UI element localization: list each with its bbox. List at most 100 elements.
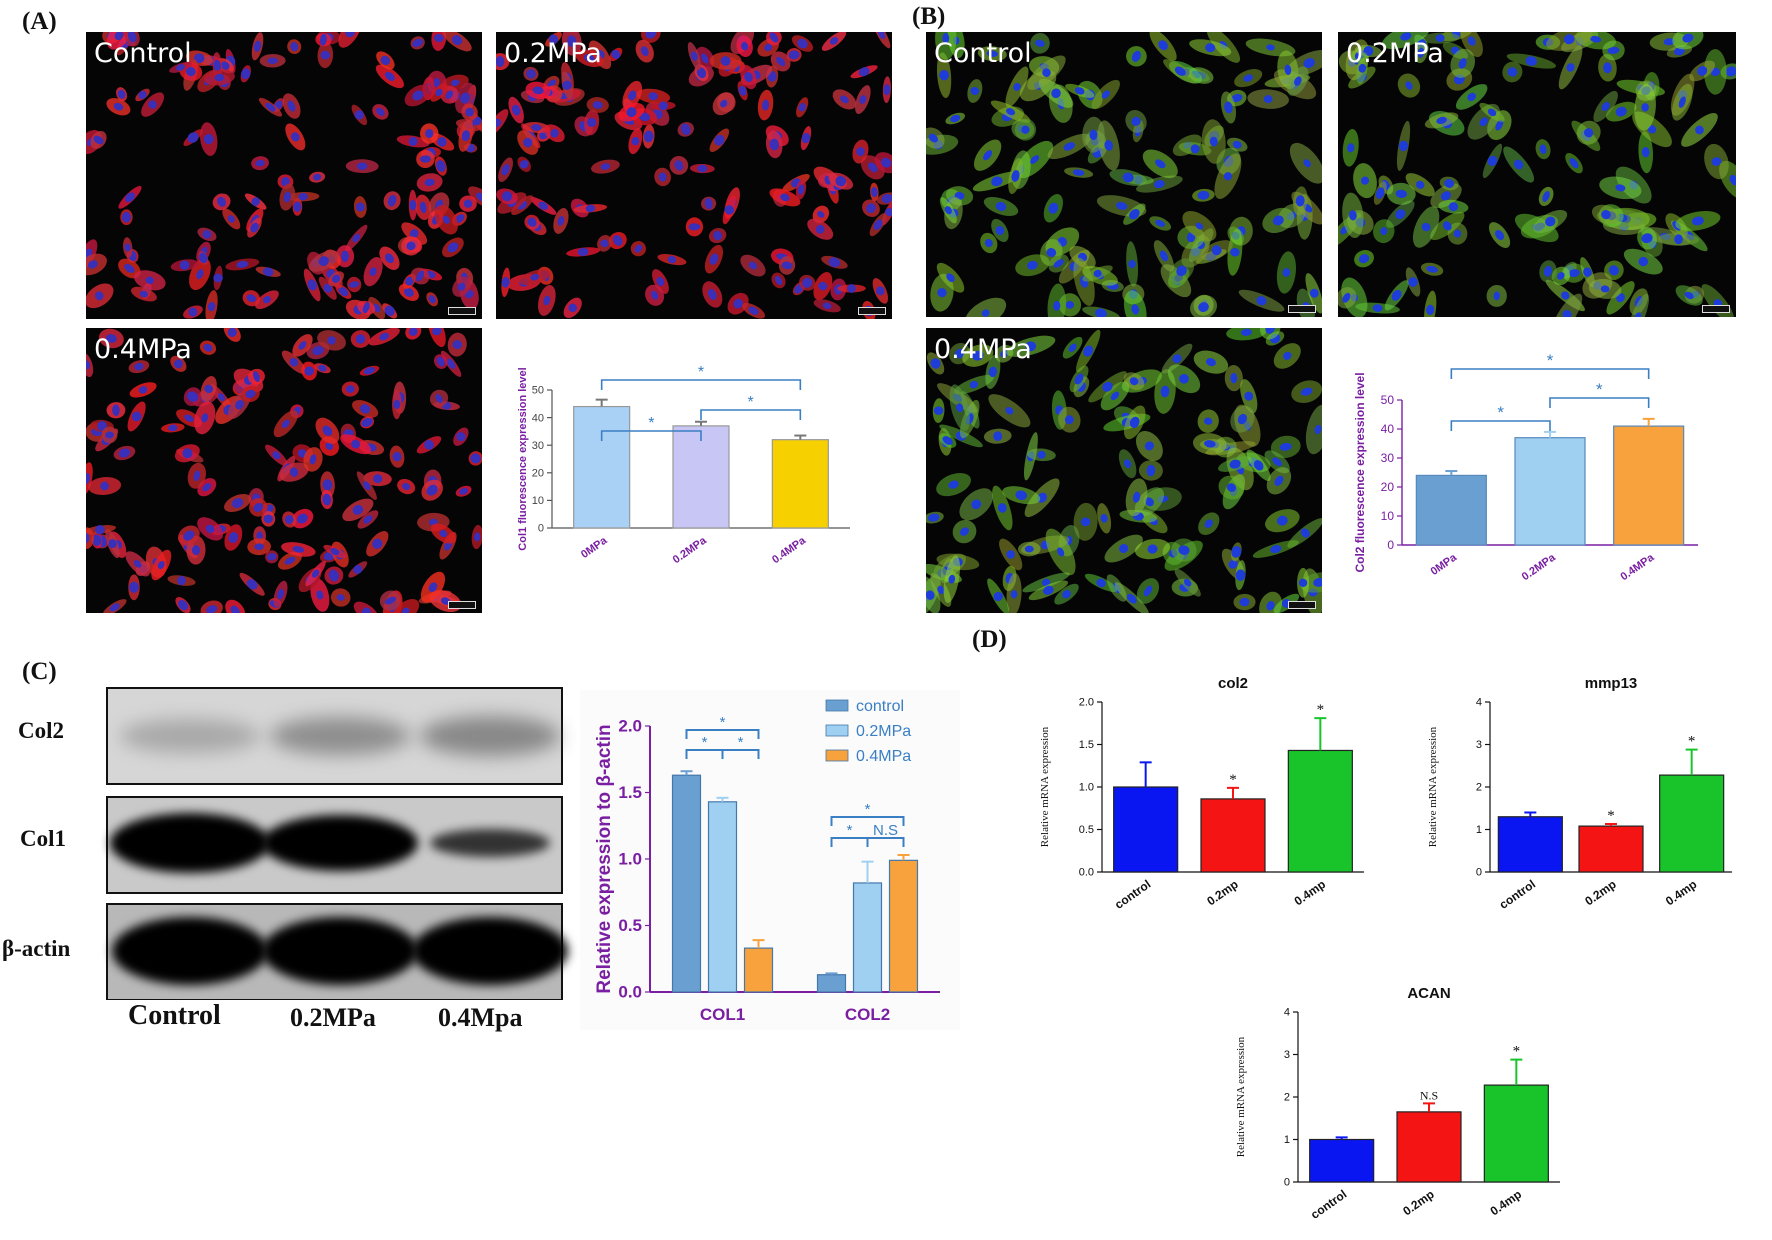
nucleus: [393, 399, 401, 410]
cell: [107, 32, 132, 50]
nucleus: [1131, 304, 1140, 315]
nucleus: [372, 538, 383, 549]
significance-star: *: [847, 822, 853, 839]
nucleus: [1089, 129, 1098, 141]
nucleus: [828, 257, 841, 268]
cell: [936, 52, 952, 99]
nucleus: [1239, 597, 1250, 607]
y-tick-label: 0: [538, 523, 544, 535]
nucleus: [1172, 354, 1182, 364]
cell: [1405, 267, 1421, 297]
nucleus: [658, 172, 667, 182]
nucleus: [993, 431, 1003, 442]
cell: [410, 267, 430, 285]
nucleus: [246, 294, 257, 303]
cell: [429, 389, 449, 408]
cell: [962, 344, 994, 367]
cell: [1486, 284, 1507, 307]
cell: [199, 340, 217, 355]
cell: [1161, 343, 1193, 374]
nucleus: [983, 150, 993, 161]
cell: [657, 254, 687, 266]
cell: [1192, 188, 1215, 202]
cell: [1006, 573, 1022, 613]
nucleus: [281, 419, 290, 429]
nucleus: [1467, 36, 1476, 46]
nucleus: [501, 164, 510, 176]
nucleus: [1495, 230, 1505, 241]
cell: [113, 445, 136, 461]
cell: [1058, 406, 1081, 433]
micrograph-label: Control: [934, 38, 1032, 69]
nucleus: [338, 286, 349, 297]
cell: [279, 183, 296, 211]
cell: [508, 96, 524, 124]
cell: [452, 276, 471, 297]
nucleus: [461, 130, 471, 142]
nucleus: [948, 480, 959, 489]
nucleus: [1083, 345, 1094, 357]
cell: [241, 385, 260, 403]
cell: [813, 299, 841, 313]
nucleus: [870, 186, 878, 198]
nucleus: [404, 287, 414, 297]
cell: [712, 92, 735, 116]
chart-svg: 0 10 20 30 40 50 Col2 fluorescence expression …: [1353, 351, 1698, 583]
nucleus: [626, 107, 637, 118]
cell: [1016, 140, 1054, 179]
micrograph-label: Control: [94, 38, 192, 69]
nucleus: [856, 147, 865, 156]
y-tick-label: 20: [1381, 480, 1395, 494]
cell: [151, 549, 172, 581]
cell: [471, 524, 482, 550]
nucleus: [1479, 117, 1488, 127]
cell: [440, 350, 462, 377]
cell: [90, 130, 107, 149]
bar: [671, 774, 702, 993]
cell: [1149, 216, 1172, 231]
cell: [458, 119, 474, 152]
nucleus: [781, 261, 793, 270]
nucleus: [1603, 62, 1612, 74]
nucleus: [277, 588, 284, 600]
nucleus: [658, 101, 668, 111]
cell: [837, 284, 866, 293]
nucleus: [202, 483, 212, 492]
cell: [282, 93, 301, 119]
cell: [240, 65, 251, 83]
nucleus: [348, 281, 360, 288]
nucleus: [1682, 33, 1694, 43]
significance-star: *: [698, 364, 704, 381]
nucleus: [741, 42, 749, 51]
nucleus: [1725, 66, 1736, 77]
cell: [1091, 79, 1120, 110]
nucleus: [640, 46, 649, 57]
nucleus: [937, 288, 947, 298]
nucleus: [412, 38, 424, 48]
nucleus: [361, 417, 373, 427]
nucleus: [511, 104, 521, 116]
nucleus: [424, 178, 435, 187]
nucleus: [769, 32, 779, 43]
cell: [1270, 435, 1301, 459]
cell: [408, 189, 417, 221]
cell: [1136, 175, 1183, 193]
nucleus: [230, 605, 240, 613]
nucleus: [802, 277, 813, 288]
nucleus: [1417, 47, 1425, 58]
nucleus: [1204, 440, 1216, 448]
x-tick-label: 0MPa: [1429, 551, 1460, 578]
nucleus: [408, 328, 418, 336]
cell-field: [926, 328, 1322, 613]
nucleus: [547, 79, 556, 89]
cell: [1638, 131, 1654, 174]
cell: [945, 112, 965, 125]
cell: [1136, 578, 1160, 604]
cell: [308, 250, 339, 272]
bar: [672, 425, 730, 529]
blot-band: [412, 917, 568, 985]
cell: [1396, 120, 1411, 171]
cell: [106, 402, 126, 419]
nucleus: [416, 270, 425, 282]
cell: [353, 601, 379, 613]
